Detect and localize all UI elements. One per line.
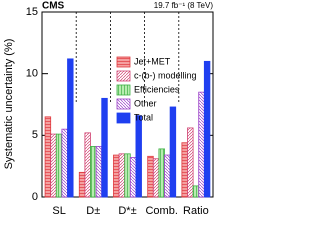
y-tick-label: 10 [26,68,38,80]
x-tick-label: SL [52,205,65,217]
legend-label: Jet+MET [134,56,171,66]
legend-label: c-(b-) modelling [134,70,197,80]
bar [147,155,154,198]
y-tick-label: 5 [32,129,38,141]
bar [61,128,68,198]
bar [129,157,137,198]
legend-label: Total [134,112,153,122]
bar [124,153,131,198]
bar [187,127,194,198]
x-tick-label: D± [86,205,100,217]
bar [55,133,63,198]
y-tick-label: 15 [26,6,38,18]
annotation: 19.7 fb⁻¹ (8 TeV) [154,1,214,10]
legend-swatch [116,70,131,82]
chart-title: CMS [42,1,65,12]
legend-label: Efficiencies [134,84,180,94]
bar [78,171,86,198]
legend-label: Other [134,98,157,108]
bar [84,132,91,198]
chart: CMS 19.7 fb⁻¹ (8 TeV) Systematic uncerta… [3,1,214,217]
x-tick-label: Ratio [183,205,209,217]
bar [90,146,97,198]
bar [203,60,211,198]
bar [164,154,171,198]
bar [152,158,160,198]
bar [95,146,103,198]
x-tick-label: Comb. [145,205,177,217]
bar [50,133,57,198]
y-axis-label: Systematic uncertainty (%) [3,39,15,170]
bar [192,185,200,198]
legend-swatch [116,56,131,68]
bar [44,116,52,198]
bar [101,97,108,198]
bar [158,148,165,198]
bar [67,58,74,198]
bar [113,154,120,198]
bar [198,91,205,198]
bar [169,106,177,198]
legend-swatch [116,84,131,96]
bar [135,115,142,198]
bar [181,142,188,198]
bar [118,153,126,198]
y-tick-label: 0 [32,191,38,203]
x-tick-label: D*± [118,205,136,217]
legend-swatch [116,98,131,110]
legend-swatch [116,112,131,124]
